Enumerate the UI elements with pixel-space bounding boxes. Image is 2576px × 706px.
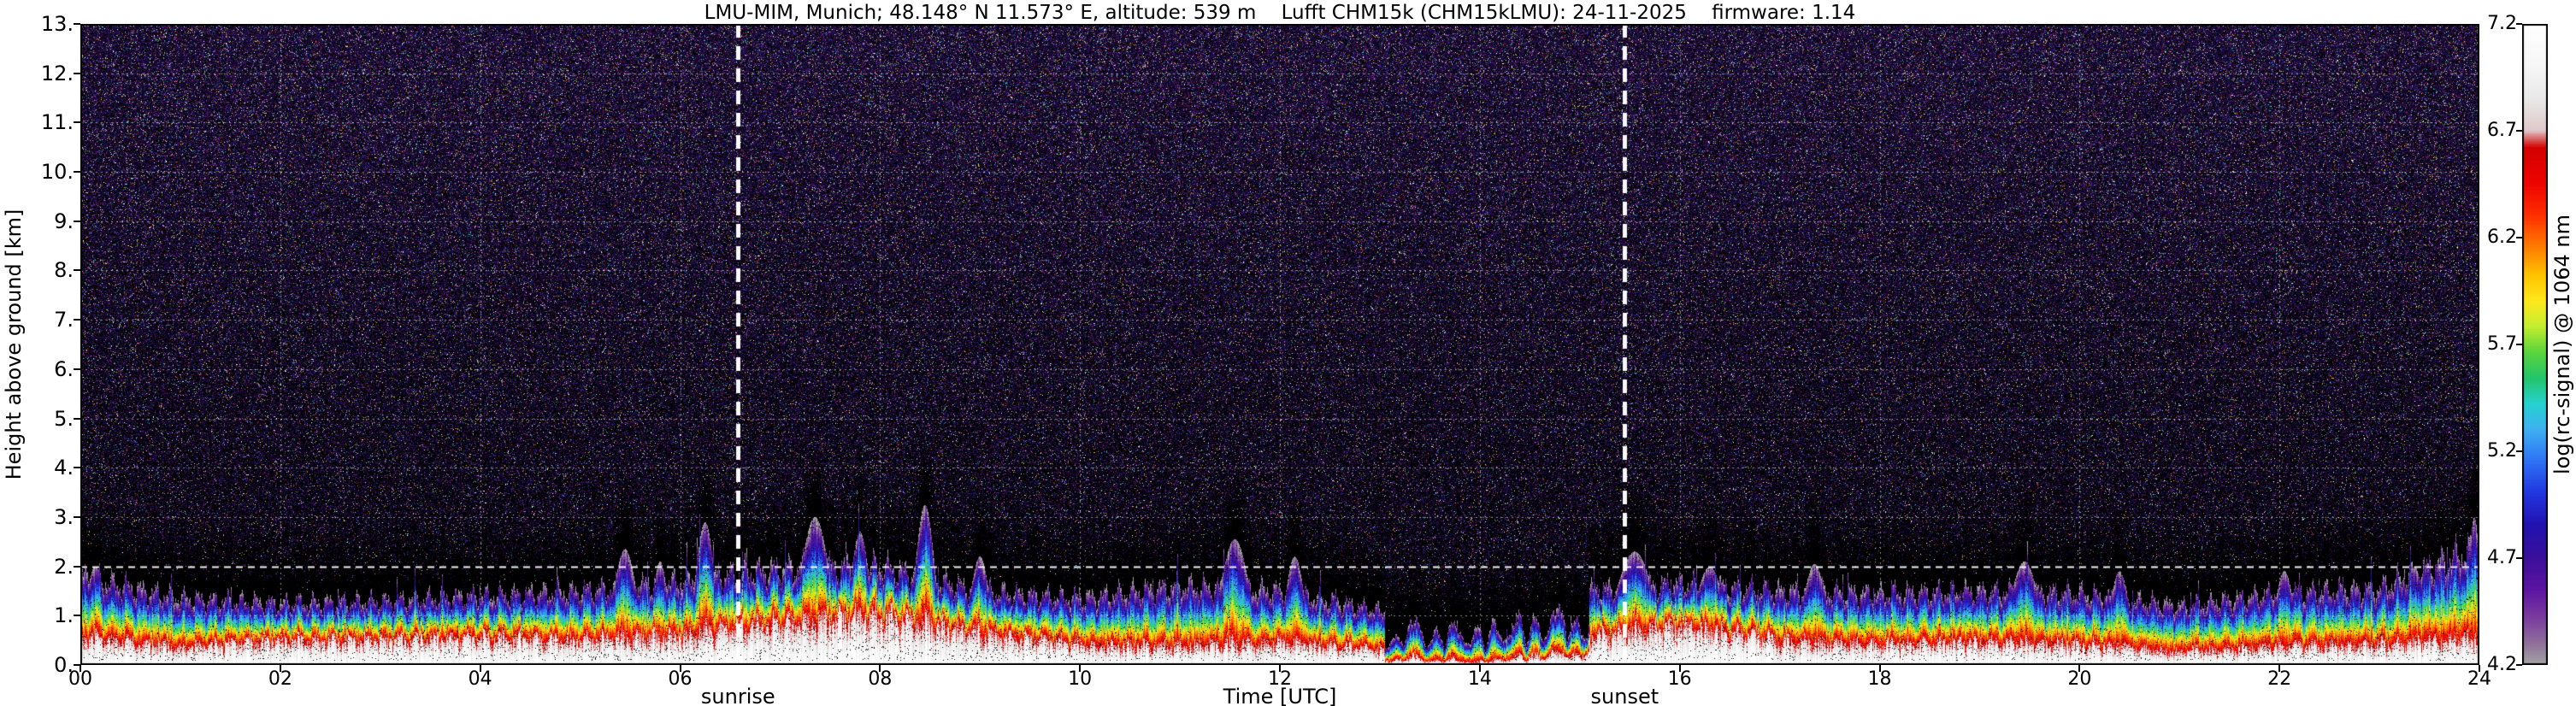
x-tick-mark [879,665,881,672]
x-tick-mark [2278,665,2281,672]
x-tick-mark [2479,665,2480,672]
x-tick-label: 16 [1667,668,1692,690]
y-tick-label: 1. [54,603,74,628]
y-tick-label: 5. [54,406,74,431]
y-tick-label: 3. [54,504,74,529]
y-tick-mark [74,319,80,321]
colorbar-label: log(rc-signal) @ 1064 nm [2550,214,2574,475]
x-tick-mark [679,665,681,672]
colorbar-tick-label: 6.7 [2487,120,2517,141]
y-tick-mark [74,664,80,666]
x-tick-mark [1279,665,1281,672]
colorbar-tick-label: 5.2 [2487,440,2517,462]
y-tick-mark [74,269,80,272]
x-tick-mark [80,665,81,672]
y-axis-label: Height above ground [km] [2,209,26,480]
x-tick-mark [2078,665,2081,672]
colorbar-tick-mark [2516,344,2522,345]
x-tick-mark [279,665,281,672]
colorbar-tick-mark [2516,23,2522,25]
x-tick-label: 00 [68,668,92,690]
colorbar-tick-label: 7.2 [2487,13,2517,34]
y-tick-label: 9. [54,209,74,233]
x-tick-label: 08 [868,668,893,690]
y-tick-label: 2. [54,554,74,579]
x-tick-label: 18 [1867,668,1892,690]
y-tick-mark [74,615,80,617]
y-tick-label: 7. [54,308,74,332]
y-tick-mark [74,467,80,469]
colorbar-tick-mark [2516,130,2522,132]
x-tick-label: 02 [268,668,292,690]
colorbar-tick-mark [2516,557,2522,559]
x-tick-mark [1678,665,1681,672]
y-tick-mark [74,565,80,568]
y-tick-label: 11. [40,110,74,135]
x-tick-label: 14 [1467,668,1492,690]
y-tick-mark [74,220,80,222]
x-tick-label: 12 [1268,668,1292,690]
x-tick-label: 22 [2267,668,2292,690]
sunset-label: sunset [1590,685,1659,706]
y-tick-mark [74,515,80,518]
x-axis-label: Time [UTC] [1223,685,1337,706]
y-tick-mark [74,23,80,25]
y-tick-mark [74,171,80,174]
y-tick-label: 10. [40,160,74,185]
y-tick-mark [74,417,80,420]
figure-title: LMU-MIM, Munich; 48.148° N 11.573° E, al… [704,2,1856,24]
colorbar-tick-mark [2516,664,2522,666]
y-tick-label: 8. [54,258,74,283]
sunrise-label: sunrise [700,685,775,706]
x-tick-label: 24 [2467,668,2491,690]
y-tick-label: 12. [40,61,74,85]
heatmap-canvas [80,24,2479,665]
x-tick-label: 20 [2067,668,2092,690]
x-tick-mark [1478,665,1481,672]
y-tick-label: 13. [40,12,74,36]
x-tick-label: 04 [468,668,492,690]
colorbar-canvas [2522,24,2548,665]
y-tick-label: 4. [54,456,74,480]
colorbar-tick-mark [2516,237,2522,238]
x-tick-label: 06 [668,668,693,690]
x-tick-mark [1079,665,1082,672]
colorbar-tick-label: 4.2 [2487,654,2517,675]
y-tick-mark [74,368,80,370]
y-tick-label: 0. [54,653,74,677]
colorbar-tick-label: 6.2 [2487,227,2517,248]
x-tick-mark [479,665,481,672]
y-tick-label: 6. [54,356,74,381]
x-tick-mark [1878,665,1881,672]
colorbar-tick-label: 4.7 [2487,547,2517,568]
colorbar-tick-mark [2516,450,2522,452]
y-tick-mark [74,121,80,124]
colorbar-tick-label: 5.7 [2487,333,2517,355]
x-tick-label: 10 [1068,668,1093,690]
y-tick-mark [74,72,80,74]
